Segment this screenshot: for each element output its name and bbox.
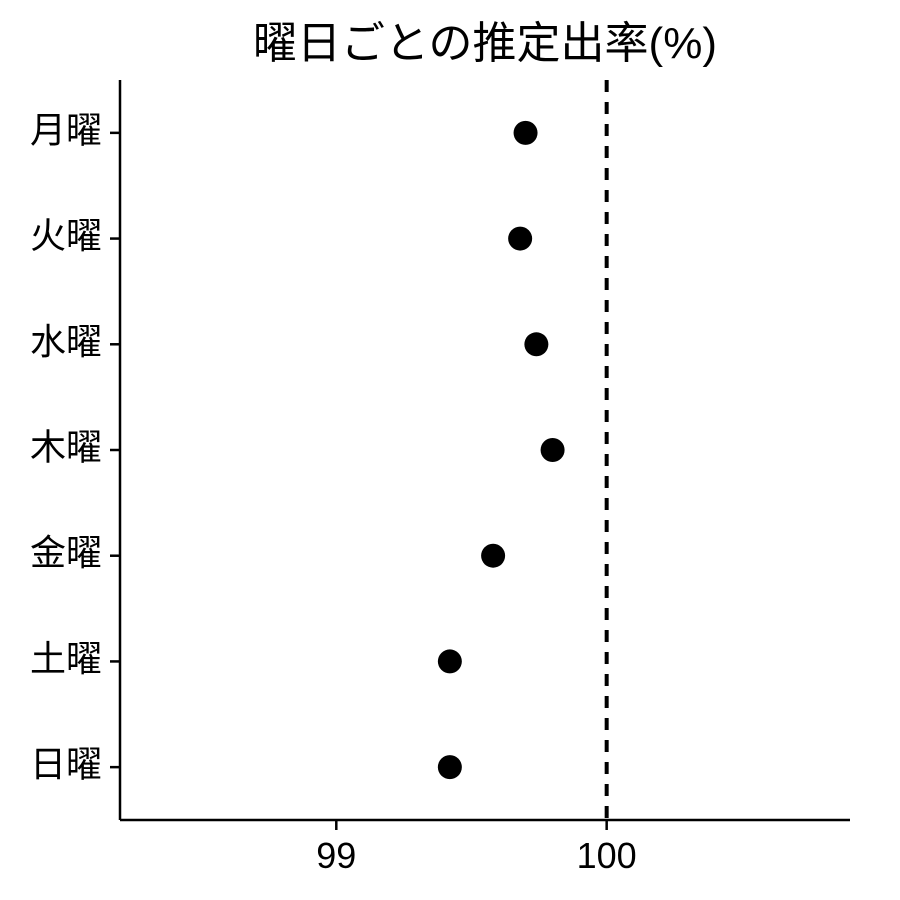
- y-tick-label: 土曜: [30, 638, 102, 679]
- chart-container: 曜日ごとの推定出率(%) 月曜火曜水曜木曜金曜土曜日曜 99 100: [0, 0, 900, 900]
- data-point: [541, 438, 565, 462]
- y-tick-label: 金曜: [30, 532, 102, 573]
- data-point: [438, 649, 462, 673]
- data-point: [514, 121, 538, 145]
- data-point: [508, 227, 532, 251]
- y-tick-label: 月曜: [30, 109, 102, 150]
- x-tick-label: 99: [316, 835, 356, 876]
- data-point: [438, 755, 462, 779]
- data-point: [524, 332, 548, 356]
- y-tick-label: 水曜: [30, 321, 102, 362]
- x-tick-label: 100: [577, 835, 637, 876]
- chart-title: 曜日ごとの推定出率(%): [253, 19, 717, 68]
- data-point: [481, 544, 505, 568]
- y-tick-label: 日曜: [30, 744, 102, 785]
- dot-plot-chart: 曜日ごとの推定出率(%) 月曜火曜水曜木曜金曜土曜日曜 99 100: [0, 0, 900, 900]
- y-tick-label: 火曜: [30, 215, 102, 256]
- y-tick-label: 木曜: [30, 427, 102, 468]
